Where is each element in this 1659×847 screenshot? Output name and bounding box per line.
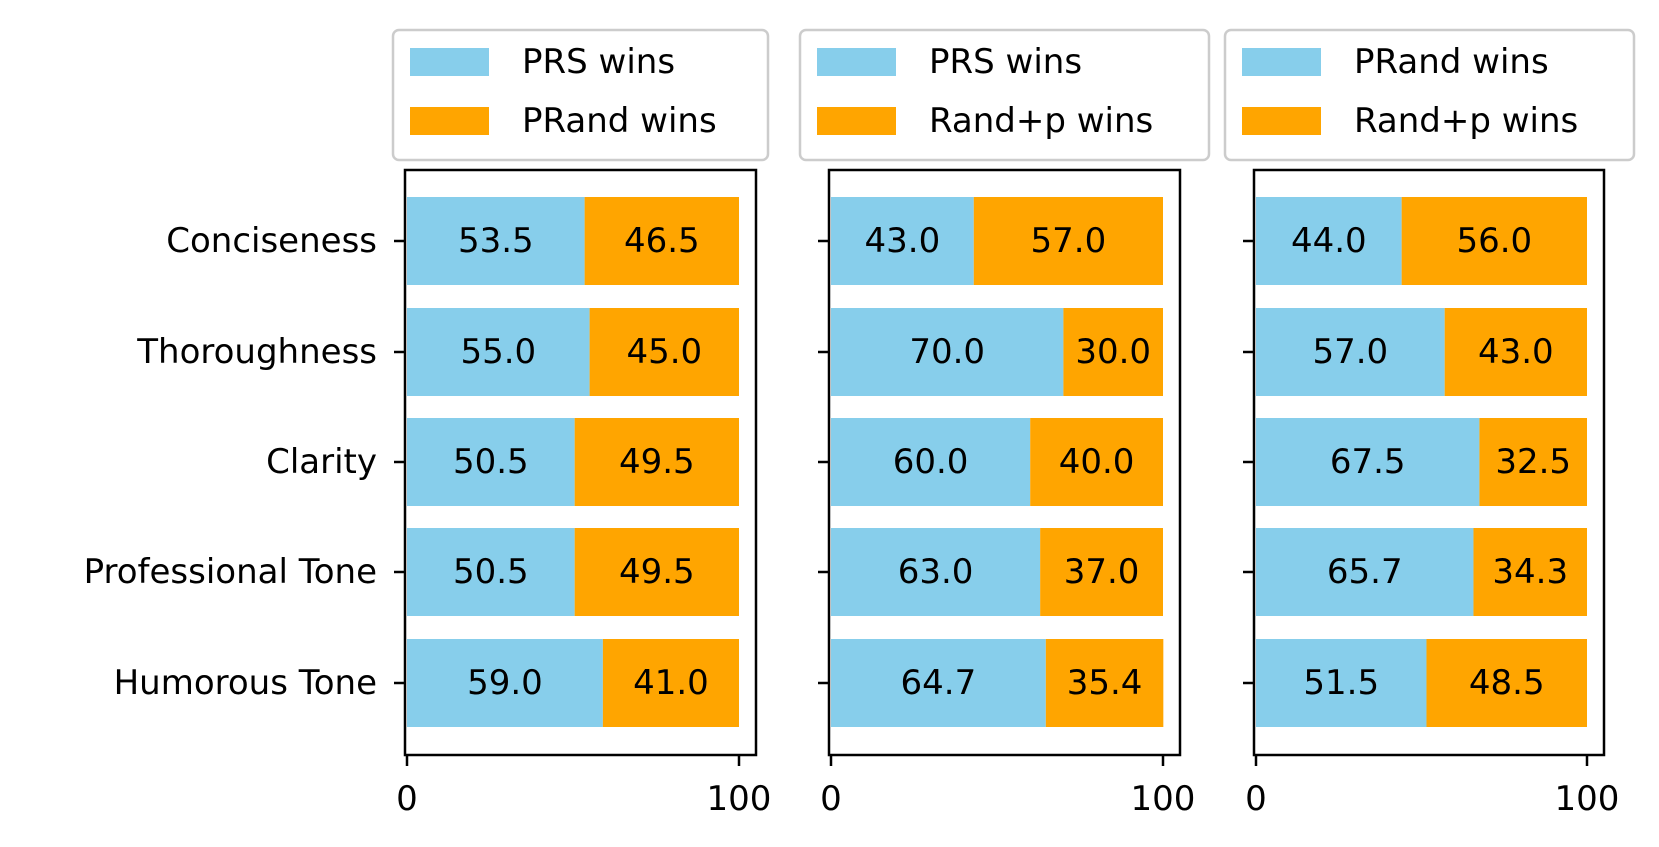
- legend-label: PRand wins: [522, 101, 717, 141]
- x-tick-label: 0: [820, 779, 842, 819]
- axes-frame: [827, 168, 1182, 757]
- bar-value-label: 70.0: [909, 332, 985, 372]
- bar-value-label: 48.5: [1469, 663, 1545, 703]
- bar: [1444, 308, 1587, 396]
- bar: [1256, 197, 1402, 285]
- y-tick-label: Clarity: [266, 442, 377, 482]
- legend-swatch: [817, 107, 896, 135]
- bar-value-label: 67.5: [1330, 442, 1406, 482]
- bar-value-label: 57.0: [1312, 332, 1388, 372]
- bar-value-label: 45.0: [626, 332, 702, 372]
- y-tick-label: Conciseness: [166, 221, 377, 261]
- bar-value-label: 46.5: [624, 221, 700, 261]
- bar: [1256, 639, 1427, 727]
- legend-label: PRS wins: [929, 42, 1082, 82]
- bar-value-label: 50.5: [453, 442, 529, 482]
- x-tick-label: 0: [396, 779, 418, 819]
- y-tick-label: Humorous Tone: [114, 663, 377, 703]
- bar: [407, 197, 585, 285]
- legend-label: Rand+p wins: [1354, 101, 1578, 141]
- bar: [831, 308, 1064, 396]
- chart-panel-1: PRS wins PRand wins 53.5 46.5 Conciseness 55.…: [84, 28, 772, 819]
- bar: [831, 197, 974, 285]
- bar: [407, 639, 603, 727]
- bar: [407, 308, 590, 396]
- y-tick-label: Thoroughness: [136, 332, 377, 372]
- bar: [407, 528, 575, 616]
- bar: [1256, 308, 1445, 396]
- bar-value-label: 30.0: [1075, 332, 1151, 372]
- bar: [1045, 639, 1164, 727]
- bar: [1040, 528, 1163, 616]
- bar: [1256, 528, 1474, 616]
- legend-swatch: [1242, 107, 1321, 135]
- bar-value-label: 53.5: [458, 221, 534, 261]
- bar: [589, 308, 739, 396]
- bar-value-label: 44.0: [1291, 221, 1367, 261]
- bar-value-label: 64.7: [901, 663, 977, 703]
- legend: PRS wins Rand+p wins: [798, 28, 1211, 162]
- bar-value-label: 51.5: [1303, 663, 1379, 703]
- bar-value-label: 65.7: [1327, 552, 1403, 592]
- bar-value-label: 50.5: [453, 552, 529, 592]
- bar-value-label: 43.0: [865, 221, 941, 261]
- chart-panel-3: PRand wins Rand+p wins 44.0 56.0 57.0 43.0 67.…: [1223, 28, 1636, 819]
- legend-swatch: [410, 107, 489, 135]
- legend: PRand wins Rand+p wins: [1223, 28, 1636, 162]
- bar: [973, 197, 1163, 285]
- bar-value-label: 57.0: [1031, 221, 1107, 261]
- x-tick-label: 100: [1555, 779, 1620, 819]
- legend-swatch: [1242, 48, 1321, 76]
- bar-value-label: 41.0: [633, 663, 709, 703]
- legend-frame: [1223, 28, 1636, 162]
- bar: [831, 418, 1031, 506]
- y-tick-label: Professional Tone: [84, 552, 377, 592]
- bar-value-label: 55.0: [460, 332, 536, 372]
- bar: [574, 418, 739, 506]
- bar: [1401, 197, 1587, 285]
- bar-value-label: 49.5: [619, 552, 695, 592]
- bar: [1256, 418, 1480, 506]
- bar: [602, 639, 739, 727]
- x-tick-label: 0: [1245, 779, 1267, 819]
- bar-value-label: 34.3: [1492, 552, 1568, 592]
- bar-value-label: 35.4: [1067, 663, 1143, 703]
- bar-value-label: 49.5: [619, 442, 695, 482]
- legend-swatch: [410, 48, 489, 76]
- bar-value-label: 63.0: [898, 552, 974, 592]
- bar-value-label: 32.5: [1495, 442, 1571, 482]
- bar: [574, 528, 739, 616]
- bar: [1063, 308, 1163, 396]
- bar: [1473, 528, 1587, 616]
- legend-frame: [798, 28, 1211, 162]
- legend: PRS wins PRand wins: [391, 28, 770, 162]
- legend-label: PRand wins: [1354, 42, 1549, 82]
- legend-label: PRS wins: [522, 42, 675, 82]
- bar-value-label: 40.0: [1059, 442, 1135, 482]
- bar-value-label: 56.0: [1456, 221, 1532, 261]
- legend-swatch: [817, 48, 896, 76]
- axes-frame: [1252, 168, 1606, 757]
- chart-panel-2: PRS wins Rand+p wins 43.0 57.0 70.0 30.0 60.0 4…: [798, 28, 1211, 819]
- bar: [407, 418, 575, 506]
- x-tick-label: 100: [707, 779, 772, 819]
- bar-value-label: 43.0: [1478, 332, 1554, 372]
- legend-label: Rand+p wins: [929, 101, 1153, 141]
- bar: [1030, 418, 1163, 506]
- axes-frame: [403, 168, 758, 757]
- bar: [1426, 639, 1587, 727]
- bar: [1479, 418, 1587, 506]
- bar: [584, 197, 739, 285]
- bar-value-label: 37.0: [1064, 552, 1140, 592]
- bar-value-label: 60.0: [893, 442, 969, 482]
- bar: [831, 639, 1046, 727]
- bar: [831, 528, 1041, 616]
- x-tick-label: 100: [1131, 779, 1196, 819]
- bar-value-label: 59.0: [467, 663, 543, 703]
